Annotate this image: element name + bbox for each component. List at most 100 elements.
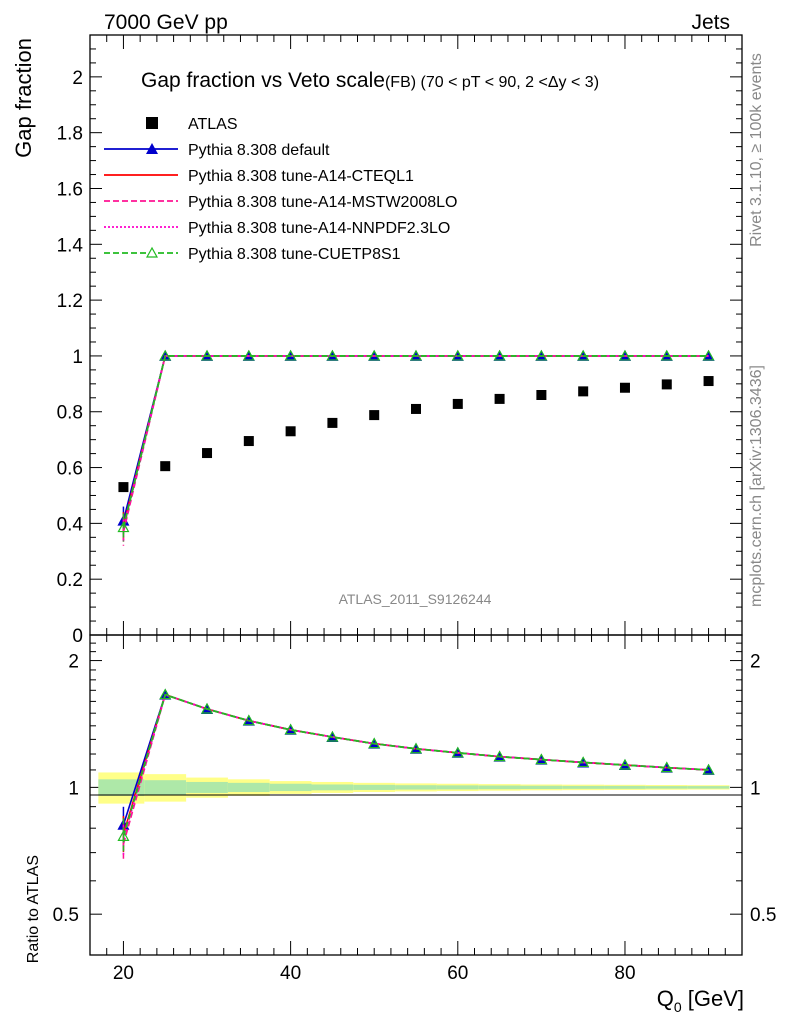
main-y-axis-label: Gap fraction <box>11 38 36 158</box>
main-y-tick-label: 1.2 <box>57 291 83 312</box>
series-point <box>577 349 590 361</box>
main-y-tick-label: 1.4 <box>57 235 84 256</box>
series-point <box>202 448 213 459</box>
series-point <box>159 688 172 700</box>
main-y-tick-label: 1.8 <box>57 124 83 145</box>
series-point <box>409 742 423 754</box>
series-point <box>702 763 715 775</box>
series-point <box>451 746 464 758</box>
series-point <box>368 737 381 749</box>
ratio-y-tick-label-right: 1 <box>750 778 761 799</box>
x-tick-label: 60 <box>447 963 468 984</box>
series-point <box>326 730 339 742</box>
series-point <box>242 349 255 361</box>
legend: ATLAS Pythia 8.308 default Pythia 8.308 tu… <box>104 116 457 263</box>
series-point <box>535 349 548 361</box>
series-point <box>493 349 506 361</box>
main-series-group <box>117 349 715 546</box>
ratio-y-tick-label-right: 2 <box>750 652 761 673</box>
ratio-band-green <box>269 783 312 792</box>
ratio-band-green <box>353 784 396 790</box>
ratio-y-tick-label: 2 <box>68 652 79 673</box>
series-point <box>451 349 464 361</box>
series-point <box>201 349 214 361</box>
main-y-tick-label: 2 <box>72 68 83 89</box>
ratio-band-green <box>520 785 563 790</box>
x-tick-label: 40 <box>280 963 301 984</box>
legend-label: Pythia 8.308 tune-A14-CTEQL1 <box>188 168 414 185</box>
mcplots-reference-label: mcplots.cern.ch [arXiv:1306.3436] <box>748 365 765 607</box>
x-tick-label: 80 <box>614 963 635 984</box>
main-y-tick-label: 0.2 <box>57 570 83 591</box>
main-y-tick-label: 1.6 <box>57 179 83 200</box>
main-y-tick-label: 1 <box>72 347 83 368</box>
ratio-band-green <box>311 784 354 791</box>
series-point <box>243 436 254 447</box>
series-point <box>660 349 673 361</box>
series-point <box>369 410 380 421</box>
series-point <box>493 750 506 762</box>
series-line-pythia-8-308-tune-a14-nnpdf2-3lo <box>122 693 709 840</box>
chart-title: Gap fraction vs Veto scale(FB) (70 < pT … <box>141 69 599 92</box>
ratio-band-green <box>98 779 145 796</box>
series-point <box>703 376 714 387</box>
main-y-axis: 0 0.2 0.4 0.6 0.8 1 1.2 1.4 1.6 1.8 2 <box>57 34 742 647</box>
ratio-band-green <box>478 785 521 790</box>
ratio-y-tick-label: 1 <box>68 778 79 799</box>
legend-entry: Pythia 8.308 default <box>104 142 330 159</box>
ratio-band-green <box>687 786 730 789</box>
ratio-uncertainty-band <box>98 772 730 804</box>
series-point <box>284 723 297 735</box>
series-point <box>452 398 463 409</box>
x-axis: 20 40 60 80 <box>106 35 743 984</box>
ratio-band-green <box>604 785 646 789</box>
series-point <box>577 756 590 768</box>
ratio-y-axis: 0.5 0.5 1 1 2 2 <box>53 642 776 956</box>
series-line-pythia-8-308-tune-a14-cteql1 <box>122 355 709 527</box>
legend-entry: Pythia 8.308 tune-A14-NNPDF2.3LO <box>104 220 450 237</box>
series-point <box>619 382 630 393</box>
legend-entry: Pythia 8.308 tune-A14-MSTW2008LO <box>104 194 457 211</box>
ratio-y-tick-label: 0.5 <box>53 905 79 926</box>
series-point <box>702 349 715 361</box>
series-point <box>494 393 505 404</box>
series-point <box>201 702 214 714</box>
series-point <box>327 417 338 428</box>
series-line-pythia-8-308-tune-a14-mstw2008lo <box>122 355 709 532</box>
series-line-pythia-8-308-tune-a14-nnpdf2-3lo <box>122 355 709 530</box>
ratio-band-green <box>562 785 605 789</box>
series-point <box>118 482 129 493</box>
main-y-tick-label: 0 <box>72 626 83 647</box>
header-energy-label: 7000 GeV pp <box>104 11 228 34</box>
series-point <box>368 349 381 361</box>
ratio-y-axis-label: Ratio to ATLAS <box>25 855 42 963</box>
series-line-pythia-8-308-tune-cuetp8s1 <box>122 355 709 528</box>
series-point <box>535 753 548 765</box>
ratio-band-green <box>144 780 187 795</box>
legend-entry: ATLAS <box>146 116 238 133</box>
x-tick-label: 20 <box>113 963 134 984</box>
main-y-tick-label: 0.4 <box>57 514 84 535</box>
series-point <box>326 349 339 361</box>
ratio-band-green <box>645 786 688 789</box>
header-category-label: Jets <box>691 11 730 34</box>
x-axis-label: Q0 [GeV] <box>657 986 744 1015</box>
series-point <box>284 349 297 361</box>
series-point <box>536 390 547 400</box>
series-point <box>160 461 171 472</box>
series-point <box>159 349 172 361</box>
legend-label: Pythia 8.308 tune-A14-MSTW2008LO <box>188 194 457 211</box>
series-point <box>411 403 421 414</box>
ratio-band-green <box>436 785 479 790</box>
legend-marker <box>145 246 159 258</box>
series-point <box>242 714 255 726</box>
series-point <box>618 349 631 361</box>
series-point <box>618 758 631 770</box>
series-point <box>660 761 673 773</box>
ratio-series-group <box>117 688 715 862</box>
legend-label: Pythia 8.308 default <box>188 142 330 159</box>
legend-marker <box>146 117 158 129</box>
legend-entry: Pythia 8.308 tune-CUETP8S1 <box>104 246 401 263</box>
main-y-tick-label: 0.6 <box>57 459 83 480</box>
